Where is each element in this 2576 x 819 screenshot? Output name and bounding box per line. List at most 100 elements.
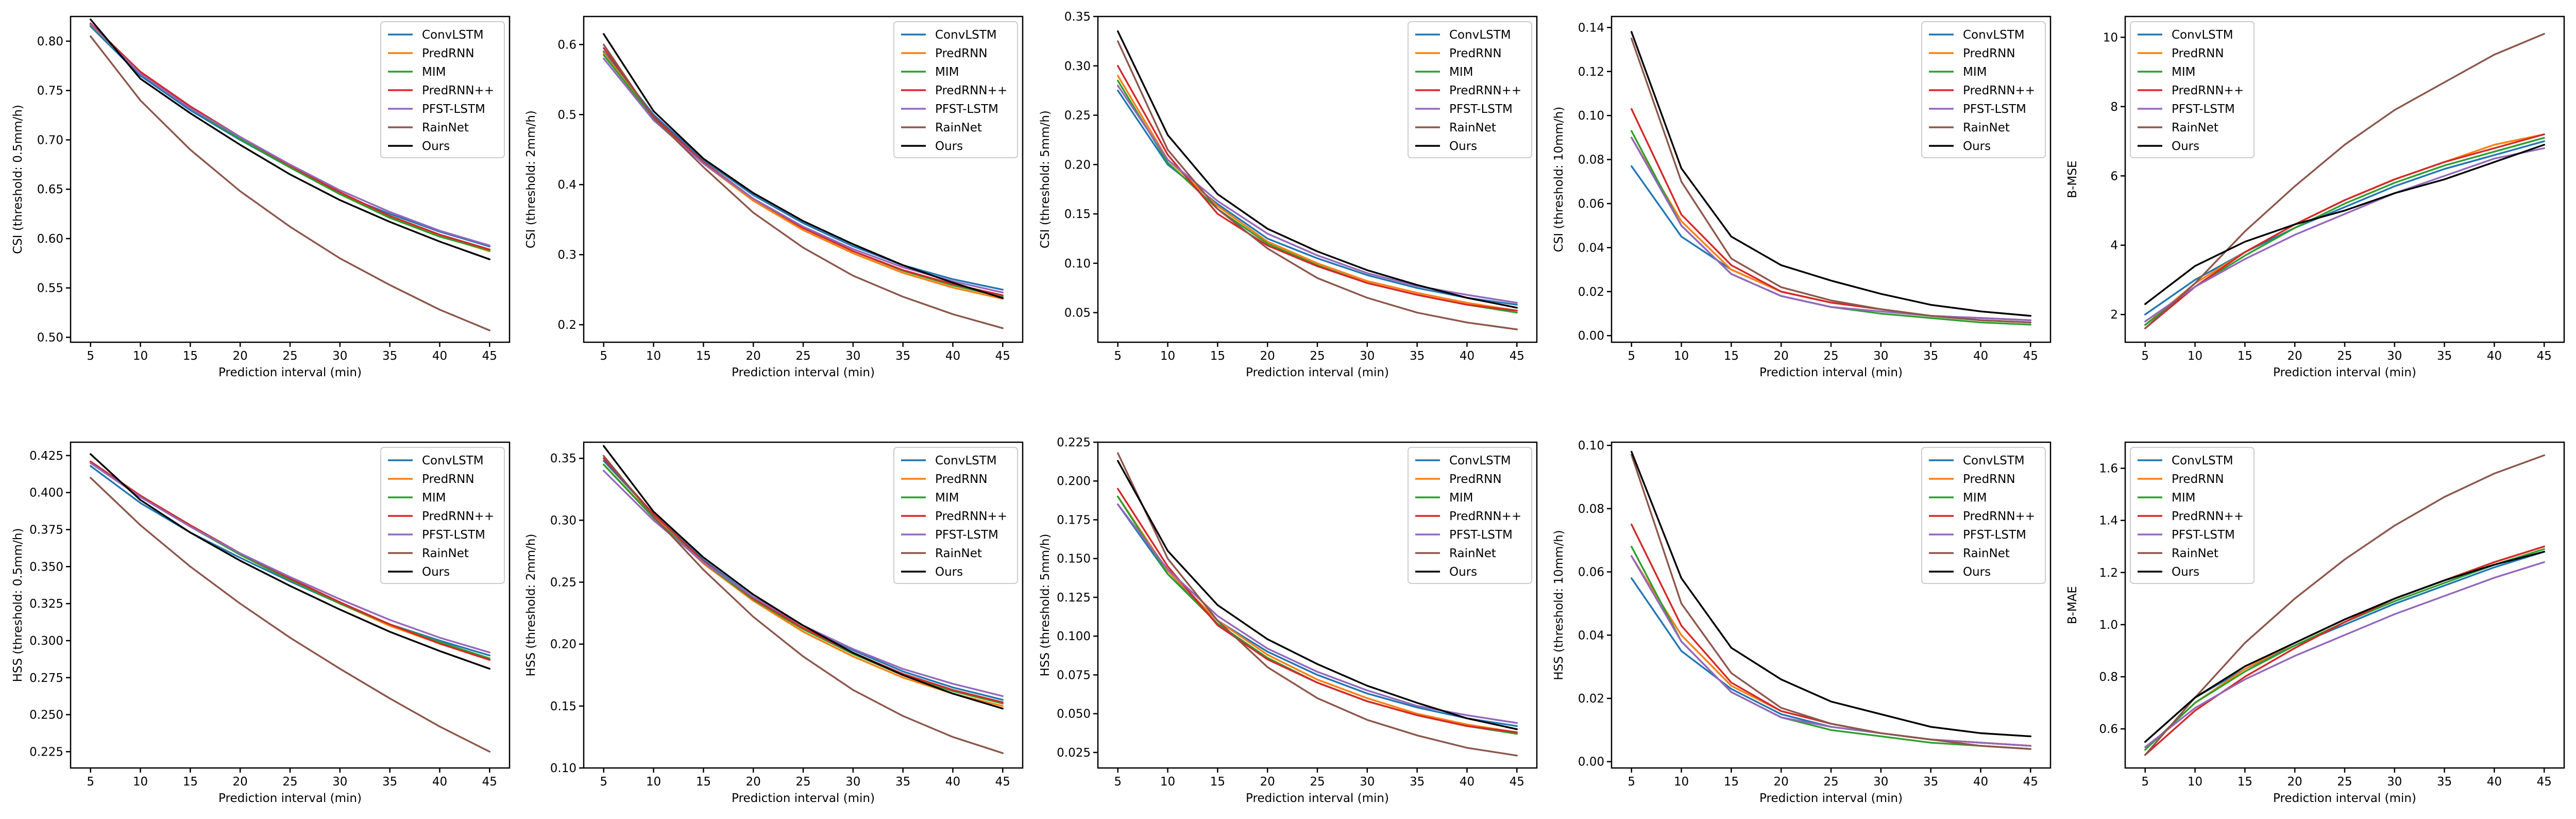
legend-label: Ours — [422, 565, 450, 579]
y-tick-label: 0.80 — [37, 35, 63, 48]
y-tick-label: 0.04 — [1578, 629, 1604, 642]
series-line-rainnet — [1116, 452, 1518, 757]
x-tick-label: 15 — [183, 775, 198, 789]
y-tick-label: 0.35 — [550, 452, 577, 465]
legend-label: PredRNN — [1963, 473, 2015, 486]
legend-label: RainNet — [1449, 121, 1496, 135]
x-tick-label: 45 — [1510, 349, 1524, 363]
y-tick-label: 0.75 — [37, 85, 63, 98]
y-tick-label: 0.10 — [1064, 257, 1091, 271]
x-tick-label: 10 — [2188, 349, 2202, 363]
x-tick-label: 20 — [1774, 349, 1789, 363]
x-tick-label: 20 — [1260, 775, 1275, 789]
y-tick-label: 0.35 — [1064, 10, 1091, 24]
y-tick-label: 0.25 — [1064, 109, 1091, 123]
legend-box — [2130, 447, 2255, 584]
legend-label: Ours — [935, 140, 963, 153]
x-tick-label: 40 — [1973, 349, 1988, 363]
x-tick-label: 25 — [2337, 775, 2352, 789]
legend-label: ConvLSTM — [1449, 28, 1511, 42]
x-tick-label: 10 — [133, 349, 148, 363]
legend-label: PFST-LSTM — [422, 528, 485, 542]
legend-label: PredRNN — [935, 47, 988, 60]
series-line-pfst-lstm — [1630, 555, 2032, 747]
legend-label: MIM — [1963, 65, 1987, 79]
y-tick-label: 0.075 — [1057, 668, 1091, 682]
x-tick-label: 10 — [2188, 775, 2202, 789]
series-line-pfst-lstm — [89, 23, 490, 246]
y-tick-label: 0.325 — [29, 597, 63, 611]
y-tick-label: 0.10 — [1578, 439, 1604, 453]
series-line-convlstm — [2144, 140, 2545, 315]
x-tick-label: 40 — [945, 349, 960, 363]
legend-label: MIM — [422, 65, 446, 79]
legend-label: MIM — [2172, 491, 2195, 505]
x-tick-label: 45 — [2537, 349, 2552, 363]
legend-label: PredRNN++ — [422, 84, 494, 97]
legend-label: RainNet — [1963, 121, 2010, 135]
x-tick-label: 15 — [2238, 349, 2252, 363]
x-tick-label: 40 — [945, 775, 960, 789]
legend-label: MIM — [2172, 65, 2195, 79]
legend-label: MIM — [935, 65, 959, 79]
legend-label: RainNet — [935, 121, 982, 135]
x-tick-label: 40 — [1973, 775, 1988, 789]
series-line-convlstm — [1630, 577, 2032, 747]
x-tick-label: 25 — [795, 775, 810, 789]
x-tick-label: 45 — [2023, 349, 2038, 363]
x-axis-label: Prediction interval (min) — [218, 792, 362, 805]
y-tick-label: 0.6 — [557, 38, 577, 52]
x-tick-label: 15 — [1210, 349, 1225, 363]
legend-label: Ours — [1449, 140, 1477, 153]
subplot-1: 5 10 15 20 25 30 35 40 45 0.50 0.55 0.60 0.65 0.70 0.7… — [11, 15, 511, 379]
x-tick-label: 20 — [233, 349, 248, 363]
legend-label: ConvLSTM — [1963, 454, 2025, 467]
x-tick-label: 30 — [332, 349, 347, 363]
x-axis-label: Prediction interval (min) — [1246, 792, 1389, 805]
x-tick-label: 40 — [2487, 349, 2502, 363]
subplot-3: 5 10 15 20 25 30 35 40 45 0.05 0.10 0.15 0.20 0.25 0.3… — [1039, 10, 1538, 379]
legend-label: RainNet — [2172, 547, 2218, 560]
x-tick-label: 30 — [1873, 349, 1888, 363]
x-tick-label: 5 — [600, 349, 607, 363]
series-line-mim — [602, 463, 1004, 705]
y-tick-label: 0.12 — [1578, 65, 1604, 79]
legend-label: MIM — [422, 491, 446, 505]
y-axis-label: B-MSE — [2066, 160, 2079, 198]
series-line-ours — [1116, 460, 1518, 730]
y-tick-label: 0.100 — [1057, 630, 1091, 643]
series-line-pfst-lstm — [2144, 147, 2545, 323]
series-line-pfst-lstm — [1630, 137, 2032, 321]
x-tick-label: 40 — [2487, 775, 2502, 789]
y-tick-label: 0.225 — [1057, 436, 1091, 449]
legend-label: ConvLSTM — [422, 454, 484, 467]
x-tick-label: 15 — [1724, 775, 1739, 789]
x-tick-label: 30 — [332, 775, 347, 789]
legend: ConvLSTM PredRNN MIM PredRNN++ PFST-LSTM Rain… — [1408, 447, 1532, 584]
subplot-6: 5 10 15 20 25 30 35 40 45 0.225 0.250 0.275 0.300 0.3… — [11, 441, 511, 805]
subplot-8: 5 10 15 20 25 30 35 40 45 0.025 0.050 0.075 0.100 0.1… — [1039, 436, 1538, 805]
x-tick-label: 30 — [1873, 775, 1888, 789]
series-line-pfst-lstm — [1116, 85, 1518, 304]
legend-label: MIM — [1963, 491, 1987, 505]
legend-box — [2130, 21, 2255, 158]
y-tick-label: 0.08 — [1578, 154, 1604, 167]
y-axis-label: CSI (threshold: 0.5mm/h) — [11, 105, 25, 254]
series-line-ours — [1630, 31, 2032, 317]
x-tick-label: 10 — [133, 775, 148, 789]
x-axis-label: Prediction interval (min) — [2273, 366, 2416, 379]
subplot-5: 5 10 15 20 25 30 35 40 45 2 4 6 8 10 Prediction interv… — [2066, 15, 2565, 379]
y-tick-label: 0.6 — [2099, 723, 2118, 736]
y-tick-label: 0.10 — [1578, 109, 1604, 123]
y-tick-label: 10 — [2103, 31, 2118, 44]
x-tick-label: 45 — [2537, 775, 2552, 789]
x-tick-label: 40 — [432, 775, 447, 789]
legend-label: ConvLSTM — [1449, 454, 1511, 467]
x-tick-label: 35 — [895, 349, 910, 363]
x-tick-label: 25 — [1823, 775, 1838, 789]
y-tick-label: 0.20 — [550, 638, 577, 651]
x-tick-label: 35 — [1410, 349, 1425, 363]
x-tick-label: 30 — [2387, 775, 2402, 789]
legend-label: RainNet — [1963, 547, 2010, 560]
legend-label: Ours — [1449, 565, 1477, 579]
